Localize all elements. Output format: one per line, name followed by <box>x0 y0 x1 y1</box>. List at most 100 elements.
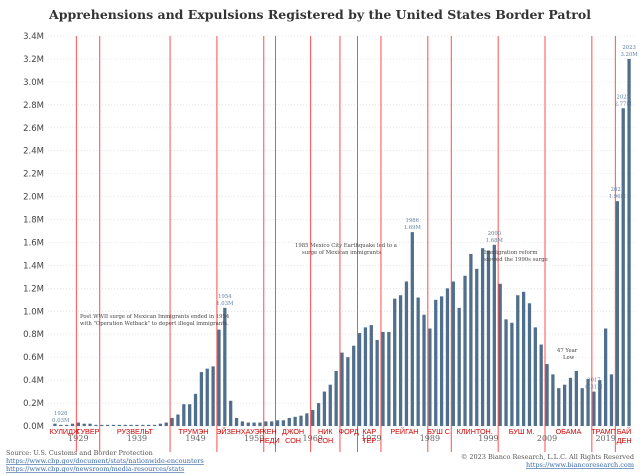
bar-2020 <box>609 374 614 426</box>
chart-title: Apprehensions and Expulsions Registered … <box>48 7 591 22</box>
president-label-8: ФОРД <box>339 427 359 436</box>
bar-2000 <box>492 244 496 426</box>
bar-1955 <box>229 400 233 426</box>
value-label-1954: 1.03M <box>216 301 234 307</box>
annotations: Post WWII surge of Mexican Immigrants en… <box>80 243 578 361</box>
president-label-9-a: КАР <box>362 427 376 436</box>
bar-1962 <box>270 421 274 426</box>
bar-1991 <box>439 296 444 426</box>
y-tick-label: 2.0M <box>23 193 44 203</box>
bar-2010 <box>551 374 555 426</box>
y-tick-label: 1.4M <box>23 261 44 271</box>
value-label-year-1926: 1926 <box>54 411 68 417</box>
bar-1963 <box>275 420 280 426</box>
president-label-10: РЕЙГАН <box>390 427 418 436</box>
bar-1975 <box>346 357 350 426</box>
bar-1932 <box>94 424 98 426</box>
bar-1965 <box>287 417 291 426</box>
x-tick-label: 1939 <box>127 434 147 443</box>
bar-1947 <box>182 404 186 426</box>
annotation-reform-line2: slowed the 1990s surge <box>484 257 548 263</box>
bar-2016 <box>586 378 590 426</box>
bar-1995 <box>463 275 467 426</box>
president-label-15: ТРАМП <box>591 427 616 436</box>
bar-1956 <box>234 417 239 426</box>
annotation-quake-line1: 1985 Mexico City Earthquake led to a <box>295 243 398 249</box>
x-tick-label: 1999 <box>478 434 498 443</box>
y-tick-label: 1.2M <box>23 284 44 294</box>
value-label-2023: 3.20M <box>620 52 638 58</box>
bar-1979 <box>369 325 373 426</box>
annotation-wwii-line1: Post WWII surge of Mexican Immigrants en… <box>80 314 230 320</box>
bar-1976 <box>352 345 356 426</box>
x-tick-label: 1959 <box>244 434 264 443</box>
bar-1940 <box>141 424 145 426</box>
x-tick-label: 2009 <box>537 434 557 443</box>
bar-1983 <box>393 298 397 426</box>
source-link-1[interactable]: https://www.cbp.gov/document/stats/natio… <box>6 457 204 465</box>
bar-1978 <box>363 327 368 426</box>
bar-1954 <box>223 307 227 426</box>
bar-1992 <box>445 288 450 426</box>
bar-1949 <box>193 393 198 426</box>
bar-2004 <box>516 295 520 426</box>
president-label-14: ОБАМА <box>556 427 582 436</box>
value-label-year-2000: 2000 <box>488 231 502 237</box>
bar-1942 <box>152 424 157 426</box>
y-tick-label: 0.6M <box>23 353 44 363</box>
y-tick-label: 2.8M <box>23 101 44 111</box>
bar-2019 <box>603 328 608 426</box>
x-axis: 1929 1939 1949 1959 1969 1979 1989 1999 2009 2019… <box>50 427 632 445</box>
y-tick-label: 0.0M <box>23 422 44 432</box>
source-link-2[interactable]: https://www.cbp.gov/newsroom/media-resou… <box>6 465 184 473</box>
footer: Source: U.S. Customs and Border Protecti… <box>6 449 634 473</box>
value-label-year-2021: 2021 <box>611 187 624 193</box>
president-label-5-b: НЕДИ <box>260 436 280 445</box>
value-label-2021: 1.96M <box>609 194 627 200</box>
x-tick-label: 1929 <box>68 434 88 443</box>
bar-1988 <box>422 314 426 426</box>
bar-2013 <box>568 377 573 426</box>
bar-2003 <box>510 322 514 426</box>
bar-1998 <box>480 248 485 426</box>
bar-1943 <box>158 423 163 426</box>
president-label-5-a: КЕН <box>263 427 277 436</box>
bar-1970 <box>316 403 321 426</box>
website-link[interactable]: https://www.biancoresearch.com <box>526 461 634 469</box>
bar-1958 <box>246 422 250 426</box>
y-axis: 3.4M 3.2M 3.0M 2.8M 2.6M 2.4M 2.2M 2.0M 1.8M 1.6M… <box>23 32 44 432</box>
x-tick-label: 1969 <box>303 434 323 443</box>
bar-1964 <box>281 420 286 426</box>
y-tick-label: 1.8M <box>23 216 44 226</box>
y-tick-label: 0.8M <box>23 330 44 340</box>
bar-1934 <box>106 424 110 426</box>
bar-2018 <box>598 380 602 426</box>
bar-1959 <box>252 422 256 426</box>
bar-1950 <box>199 372 204 426</box>
bar-2011 <box>557 388 561 426</box>
president-label-6-a: ДЖОН <box>282 427 304 436</box>
bar-1927 <box>65 424 69 426</box>
bar-1936 <box>117 424 122 426</box>
bar-series <box>53 58 631 427</box>
bar-1929 <box>76 422 81 426</box>
president-label-13: БУШ М. <box>509 427 535 436</box>
y-tick-label: 3.4M <box>23 32 44 42</box>
bar-1930 <box>82 423 86 426</box>
president-term-lines <box>75 36 616 452</box>
y-tick-label: 3.2M <box>23 55 44 65</box>
bar-1980 <box>375 339 379 426</box>
bar-1951 <box>205 368 209 426</box>
president-label-7-a: НИК <box>318 427 333 436</box>
value-label-year-2022: 2022 <box>616 94 629 100</box>
bar-1938 <box>129 424 133 426</box>
bar-1939 <box>135 424 139 426</box>
bar-1990 <box>434 299 438 426</box>
value-label-year-2017: 2017 <box>587 378 600 384</box>
y-tick-label: 0.2M <box>23 399 44 409</box>
bar-1986 <box>410 232 414 426</box>
bar-1925 <box>53 423 57 426</box>
y-tick-label: 2.4M <box>23 147 44 157</box>
y-tick-label: 1.6M <box>23 238 44 248</box>
